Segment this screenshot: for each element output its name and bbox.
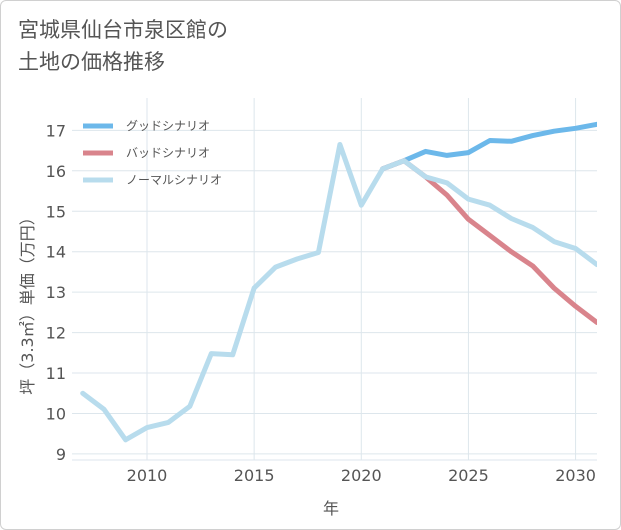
y-tick-label: 14 bbox=[46, 243, 66, 262]
y-tick-label: 15 bbox=[46, 202, 66, 221]
chart-title: 宮城県仙台市泉区館の 土地の価格推移 bbox=[18, 14, 228, 78]
tick-labels: 9 10 11 12 13 14 15 16 17 2010 2015 2020 2025 2030 bbox=[46, 121, 596, 485]
grid-lines bbox=[72, 98, 597, 461]
y-tick-label: 17 bbox=[46, 121, 66, 140]
y-axis-label: 坪（3.3㎡）単価（万円） bbox=[18, 209, 37, 394]
series-layer bbox=[80, 121, 597, 443]
y-tick-label: 12 bbox=[46, 324, 66, 343]
y-tick-label: 9 bbox=[56, 445, 66, 464]
legend-label: バッドシナリオ bbox=[126, 146, 210, 160]
x-tick-label: 2020 bbox=[341, 466, 382, 485]
y-tick-label: 10 bbox=[46, 404, 66, 423]
x-tick-label: 2025 bbox=[448, 466, 489, 485]
x-tick-label: 2015 bbox=[234, 466, 275, 485]
legend-label: グッドシナリオ bbox=[126, 119, 210, 133]
series-line-0 bbox=[380, 121, 597, 172]
chart-title-line1: 宮城県仙台市泉区館の bbox=[18, 18, 228, 42]
series-line-2 bbox=[80, 142, 597, 443]
chart-title-line2: 土地の価格推移 bbox=[18, 50, 165, 74]
series-line-1 bbox=[380, 158, 597, 325]
x-tick-label: 2030 bbox=[555, 466, 596, 485]
x-axis-label: 年 bbox=[323, 499, 339, 518]
legend-label: ノーマルシナリオ bbox=[126, 173, 222, 187]
x-tick-label: 2010 bbox=[127, 466, 168, 485]
y-tick-label: 13 bbox=[46, 283, 66, 302]
y-tick-label: 11 bbox=[46, 364, 66, 383]
y-tick-label: 16 bbox=[46, 162, 66, 181]
